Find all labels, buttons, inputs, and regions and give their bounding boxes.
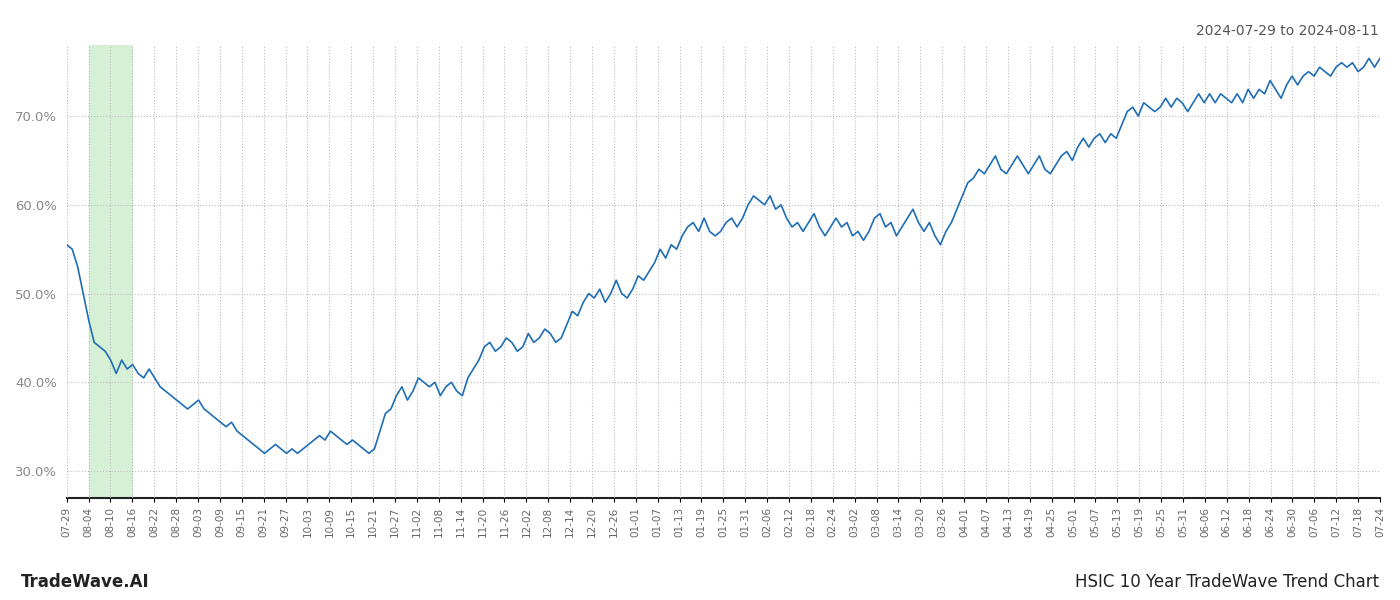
Bar bbox=[88, 45, 133, 498]
Text: 2024-07-29 to 2024-08-11: 2024-07-29 to 2024-08-11 bbox=[1196, 24, 1379, 38]
Text: HSIC 10 Year TradeWave Trend Chart: HSIC 10 Year TradeWave Trend Chart bbox=[1075, 573, 1379, 591]
Text: TradeWave.AI: TradeWave.AI bbox=[21, 573, 150, 591]
